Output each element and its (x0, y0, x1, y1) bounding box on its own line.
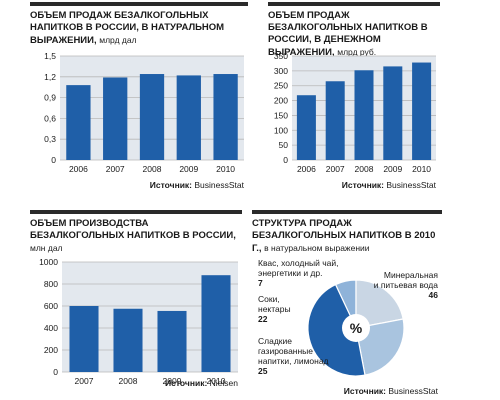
y-tick-label: 100 (274, 125, 288, 135)
bar (412, 62, 432, 161)
x-tick-label: 2008 (119, 376, 138, 386)
x-tick-label: 2008 (355, 164, 374, 174)
source-label: Источник: BusinessStat (344, 386, 439, 396)
bar (66, 85, 91, 160)
chart-unit: в натуральном выражении (264, 243, 370, 253)
bar (69, 306, 99, 372)
y-tick-label: 800 (44, 279, 58, 289)
chart-panel-production: ОБЪЕМ ПРОИЗВОДСТВА БЕЗАЛКОГОЛЬНЫХ НАПИТК… (30, 210, 242, 400)
bar (103, 77, 128, 160)
x-tick-label: 2009 (383, 164, 402, 174)
slice-label-kvass: Квас, холодный чай, энергетики и др. 7 (258, 258, 339, 288)
y-tick-label: 300 (274, 66, 288, 76)
bar (139, 74, 165, 160)
chart-title: СТРУКТУРА ПРОДАЖ БЕЗАЛКОГОЛЬНЫХ НАПИТКОВ… (252, 218, 442, 255)
y-tick-label: 400 (44, 323, 58, 333)
x-tick-label: 2007 (326, 164, 345, 174)
source-label: Источник: BusinessStat (342, 180, 437, 190)
bar (213, 74, 238, 160)
chart-panel-sales-value: ОБЪЕМ ПРОДАЖ БЕЗАЛКОГОЛЬНЫХ НАПИТКОВ В Р… (268, 2, 440, 192)
panel-top-rule (30, 2, 248, 6)
chart-title-text: СТРУКТУРА ПРОДАЖ БЕЗАЛКОГОЛЬНЫХ НАПИТКОВ… (252, 218, 436, 254)
y-tick-label: 0,6 (44, 113, 56, 123)
y-tick-label: 600 (44, 301, 58, 311)
slice-label-juices: Соки, нектары 22 (258, 294, 291, 324)
x-tick-label: 2009 (179, 164, 198, 174)
y-tick-label: 0,9 (44, 93, 56, 103)
x-tick-label: 2010 (412, 164, 431, 174)
x-tick-label: 2008 (143, 164, 162, 174)
x-tick-label: 2007 (106, 164, 125, 174)
pie-slice (355, 279, 404, 329)
y-tick-label: 250 (274, 81, 288, 91)
x-tick-label: 2009 (163, 376, 182, 386)
panel-top-rule (30, 210, 242, 214)
y-tick-label: 0 (53, 367, 58, 377)
panel-top-rule (252, 210, 442, 214)
x-tick-label: 2006 (69, 164, 88, 174)
panel-top-rule (268, 2, 440, 6)
pie-center-label: % (350, 320, 363, 336)
y-tick-label: 1000 (39, 257, 58, 267)
bar (296, 95, 316, 160)
y-tick-label: 150 (274, 110, 288, 120)
source-label: Источник: BusinessStat (150, 180, 245, 190)
chart-unit: млрд дал (99, 35, 137, 45)
bar-chart-sales-volume: 0 0,3 0,6 0,9 1,2 1,5 2006 2007 2008 2009 2010 Исто… (44, 51, 245, 190)
y-tick-label: 350 (274, 51, 288, 61)
bar-chart-production: 0 200 400 600 800 1000 2007 2008 2009 2010Источни… (39, 257, 238, 388)
pie-slice (307, 283, 366, 377)
bar (354, 70, 374, 160)
chart-unit: млн дал (30, 243, 63, 253)
bar-chart-sales-value: 0 50 100 150 200 250 300 350 2006 2007 2008 2009 201… (274, 51, 437, 190)
x-tick-label: 2010 (207, 376, 226, 386)
chart-title: ОБЪЕМ ПРОДАЖ БЕЗАЛКОГОЛЬНЫХ НАПИТКОВ В Р… (30, 10, 248, 47)
x-tick-label: 2006 (297, 164, 316, 174)
bar (325, 81, 345, 160)
chart-panel-structure: СТРУКТУРА ПРОДАЖ БЕЗАЛКОГОЛЬНЫХ НАПИТКОВ… (252, 210, 442, 400)
chart-panel-sales-volume: ОБЪЕМ ПРОДАЖ БЕЗАЛКОГОЛЬНЫХ НАПИТКОВ В Р… (30, 2, 248, 192)
chart-title-text: ОБЪЕМ ПРОИЗВОДСТВА БЕЗАЛКОГОЛЬНЫХ НАПИТК… (30, 218, 236, 241)
y-tick-label: 0 (51, 155, 56, 165)
y-tick-label: 200 (44, 345, 58, 355)
chart-title: ОБЪЕМ ПРОДАЖ БЕЗАЛКОГОЛЬНЫХ НАПИТКОВ В Р… (268, 10, 440, 59)
y-tick-label: 50 (279, 140, 289, 150)
chart-title-text: ОБЪЕМ ПРОДАЖ БЕЗАЛКОГОЛЬНЫХ НАПИТКОВ В Р… (30, 10, 225, 46)
pie-chart-structure: % Квас, холодный чай, энергетики и др. 7 Сок… (258, 258, 439, 396)
y-tick-label: 1,5 (44, 51, 56, 61)
bar (176, 75, 201, 160)
x-tick-label: 2007 (75, 376, 94, 386)
slice-label-soda: Сладкие газированные напитки, лимонад 25 (258, 336, 329, 376)
y-tick-label: 200 (274, 96, 288, 106)
bar (113, 308, 143, 372)
y-tick-label: 0,3 (44, 134, 56, 144)
bar (157, 310, 187, 372)
bar (201, 275, 231, 372)
chart-title-text: ОБЪЕМ ПРОДАЖ БЕЗАЛКОГОЛЬНЫХ НАПИТКОВ В Р… (268, 10, 428, 58)
x-tick-label: 2010 (216, 164, 235, 174)
source-label: Источник: Nielsen (165, 378, 238, 388)
pie-center (342, 314, 370, 342)
chart-title: ОБЪЕМ ПРОИЗВОДСТВА БЕЗАЛКОГОЛЬНЫХ НАПИТК… (30, 218, 242, 255)
chart-unit: млрд руб. (337, 47, 377, 57)
y-tick-label: 0 (283, 155, 288, 165)
slice-label-water: Минеральная и питьевая вода 46 (374, 270, 439, 300)
y-tick-label: 1,2 (44, 72, 56, 82)
bar (383, 66, 403, 160)
